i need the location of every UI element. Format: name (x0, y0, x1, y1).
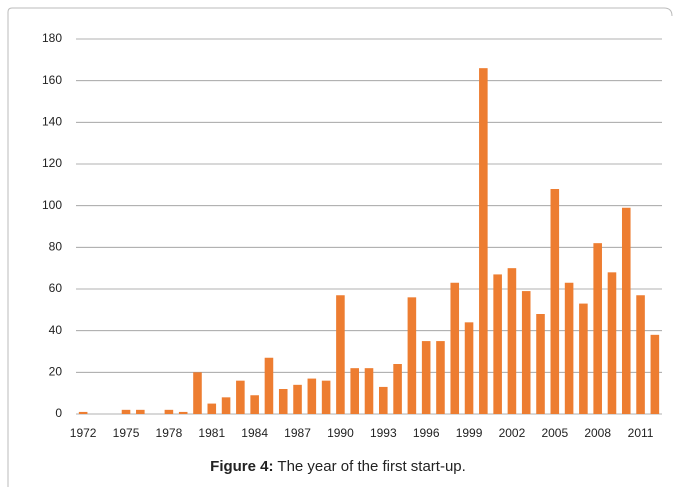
bar (221, 397, 231, 414)
bar (164, 409, 174, 414)
bar (521, 291, 531, 414)
bar (321, 380, 331, 414)
bar (121, 409, 131, 414)
y-tick-label: 120 (42, 156, 62, 170)
bar (507, 268, 517, 414)
bar (621, 207, 631, 414)
y-tick-label: 140 (42, 115, 62, 129)
bar (207, 403, 217, 414)
bar (550, 189, 560, 414)
bar (564, 282, 574, 414)
y-tick-label: 20 (49, 365, 63, 379)
x-tick-label: 2005 (541, 426, 568, 440)
x-tick-label: 1978 (156, 426, 183, 440)
caption-label: Figure 4: (210, 458, 274, 475)
bar (393, 364, 402, 414)
bar (650, 334, 660, 414)
y-tick-label: 60 (49, 281, 63, 295)
x-tick-label: 1975 (113, 426, 140, 440)
bar (536, 314, 545, 414)
x-tick-label: 2008 (584, 426, 611, 440)
bar (178, 411, 188, 414)
bar (636, 295, 645, 414)
x-tick-label: 1996 (413, 426, 440, 440)
bar (464, 322, 474, 414)
bar (264, 357, 274, 414)
y-tick-label: 0 (55, 406, 62, 420)
y-tick-label: 160 (42, 73, 62, 87)
bar (193, 372, 202, 414)
x-tick-label: 1972 (70, 426, 97, 440)
bar (336, 295, 345, 414)
caption: Figure 4: The year of the first start-up… (0, 458, 676, 475)
bar (379, 386, 388, 414)
bar (407, 297, 417, 414)
bar (307, 378, 317, 414)
bar (579, 303, 588, 414)
x-tick-label: 1990 (327, 426, 354, 440)
bar (479, 68, 488, 415)
x-tick-label: 2011 (628, 426, 654, 440)
bar (278, 389, 288, 414)
caption-text: The year of the first start-up. (277, 458, 466, 475)
x-tick-label: 1984 (241, 426, 268, 440)
x-tick-label: 1999 (456, 426, 483, 440)
bar (350, 368, 359, 414)
x-tick-label: 1987 (284, 426, 311, 440)
bar (607, 272, 617, 414)
bar (421, 341, 431, 414)
bar (293, 384, 302, 414)
x-tick-label: 2002 (499, 426, 526, 440)
y-tick-label: 100 (42, 198, 62, 212)
x-tick-label: 1993 (370, 426, 397, 440)
bar (493, 274, 502, 414)
y-tick-label: 40 (49, 323, 63, 337)
bar (250, 395, 259, 414)
bar (436, 341, 445, 414)
y-tick-label: 180 (42, 31, 62, 45)
y-tick-label: 80 (49, 240, 63, 254)
frame (7, 7, 673, 487)
bar (78, 411, 88, 414)
bar (593, 243, 602, 414)
bar (136, 409, 145, 414)
bar (450, 282, 460, 414)
bar (364, 368, 374, 414)
bar (236, 380, 245, 414)
x-tick-label: 1981 (198, 426, 225, 440)
